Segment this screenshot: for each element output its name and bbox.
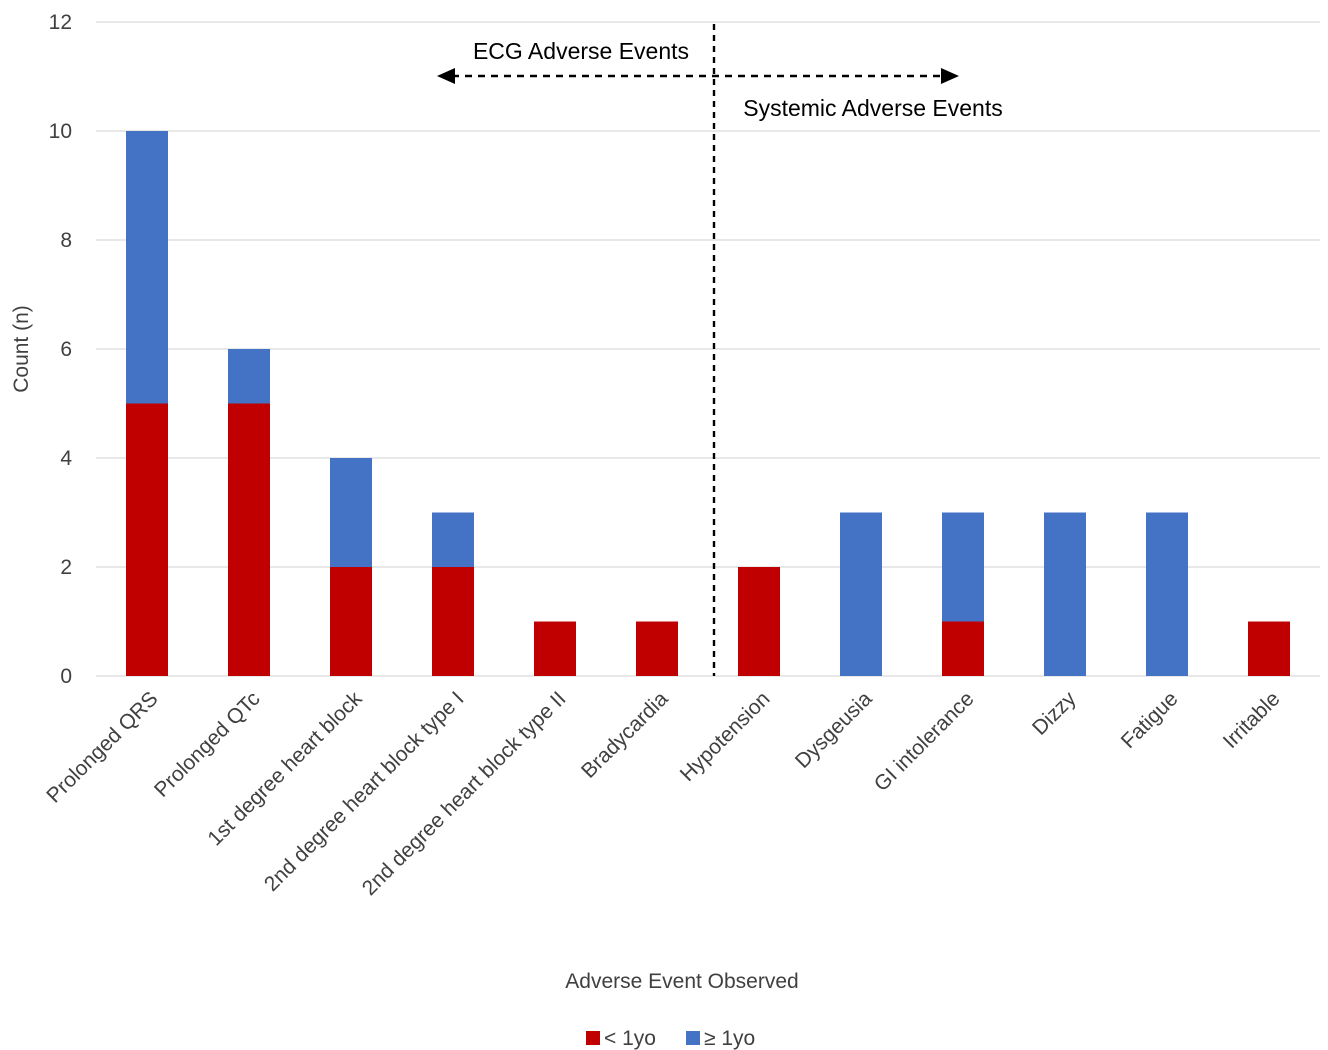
arrow-left-head xyxy=(437,68,455,84)
x-tick-label-bradycardia: Bradycardia xyxy=(577,687,673,783)
bar-2nd-degree-heart-block-type-ii-series-0 xyxy=(534,621,576,676)
bar-dizzy-series-1 xyxy=(1044,512,1086,676)
bar-hypotension-series-0 xyxy=(738,567,780,676)
ecg-adverse-events-label: ECG Adverse Events xyxy=(473,38,689,64)
bar-bradycardia-series-0 xyxy=(636,621,678,676)
bar-2nd-degree-heart-block-type-i-series-1 xyxy=(432,512,474,567)
x-tick-label-hypotension: Hypotension xyxy=(676,687,775,786)
bar-gi-intolerance-series-0 xyxy=(942,621,984,676)
y-axis-tick-labels: 0 2 4 6 8 10 12 xyxy=(49,11,73,688)
bar-prolonged-qtc-series-0 xyxy=(228,403,270,676)
x-tick-label-dysgeusia: Dysgeusia xyxy=(791,687,877,773)
legend: < 1yo ≥ 1yo xyxy=(586,1027,755,1050)
x-tick-label-2nd-degree-heart-block-type-i: 2nd degree heart block type I xyxy=(260,687,469,896)
x-tick-label-gi-intolerance: GI intolerance xyxy=(870,687,979,796)
x-tick-label-2nd-degree-heart-block-type-ii: 2nd degree heart block type II xyxy=(358,687,571,900)
gridlines xyxy=(96,21,1320,677)
systemic-adverse-events-label: Systemic Adverse Events xyxy=(743,95,1003,121)
bar-1st-degree-heart-block-series-1 xyxy=(330,458,372,567)
x-tick-label-dizzy: Dizzy xyxy=(1028,687,1081,740)
bar-fatigue-series-1 xyxy=(1146,512,1188,676)
bar-prolonged-qtc-series-1 xyxy=(228,349,270,404)
y-tick-label: 10 xyxy=(49,120,72,143)
bar-1st-degree-heart-block-series-0 xyxy=(330,567,372,676)
x-tick-label-prolonged-qrs: Prolonged QRS xyxy=(42,687,162,807)
legend-swatch-under-1yo xyxy=(586,1031,600,1045)
arrow-right-head xyxy=(941,68,959,84)
x-tick-label-prolonged-qtc: Prolonged QTc xyxy=(150,687,264,801)
bars xyxy=(126,131,1290,676)
y-axis-title: Count (n) xyxy=(10,305,33,393)
bar-prolonged-qrs-series-0 xyxy=(126,403,168,676)
x-axis-title: Adverse Event Observed xyxy=(565,970,798,993)
y-tick-label: 6 xyxy=(60,338,72,361)
bar-prolonged-qrs-series-1 xyxy=(126,131,168,404)
y-tick-label: 8 xyxy=(60,229,72,252)
x-tick-label-fatigue: Fatigue xyxy=(1117,687,1183,753)
y-tick-label: 2 xyxy=(60,556,72,579)
annotations: ECG Adverse Events Systemic Adverse Even… xyxy=(437,24,1003,676)
legend-label-over-1yo: ≥ 1yo xyxy=(704,1027,755,1050)
bar-dysgeusia-series-1 xyxy=(840,512,882,676)
x-tick-label-irritable: Irritable xyxy=(1219,687,1285,753)
y-tick-label: 4 xyxy=(60,447,72,470)
bar-gi-intolerance-series-1 xyxy=(942,512,984,622)
bar-2nd-degree-heart-block-type-i-series-0 xyxy=(432,567,474,676)
y-tick-label: 12 xyxy=(49,11,72,34)
legend-label-under-1yo: < 1yo xyxy=(604,1027,656,1050)
legend-swatch-over-1yo xyxy=(686,1031,700,1045)
bar-irritable-series-0 xyxy=(1248,621,1290,676)
y-tick-label: 0 xyxy=(60,665,72,688)
